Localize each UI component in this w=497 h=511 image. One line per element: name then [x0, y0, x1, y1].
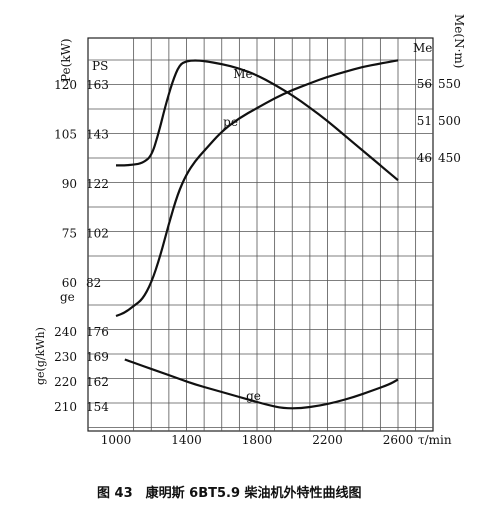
power-kw-tick: 60 — [62, 276, 77, 290]
power-axis-title: Pe(kW) — [59, 38, 73, 82]
x-axis-title: τ/min — [418, 433, 452, 447]
x-tick-label: 1000 — [101, 433, 132, 447]
x-tick-label: 2200 — [312, 433, 343, 447]
me-tick: 56 — [417, 77, 432, 91]
curve-me — [116, 59, 399, 182]
me-axis-header: Me — [413, 41, 432, 55]
x-tick-label: 2600 — [383, 433, 414, 447]
ge-axis-header: ge — [60, 290, 75, 304]
power-ps-tick: 102 — [86, 227, 109, 241]
ge-ps-tick: 169 — [86, 350, 109, 364]
x-tick-label: 1400 — [171, 433, 202, 447]
ge-tick: 220 — [54, 375, 77, 389]
torque-tick: 500 — [438, 114, 461, 128]
series-label-ge: ge — [246, 389, 261, 403]
curve-layer — [115, 59, 399, 410]
me-tick: 51 — [417, 114, 432, 128]
me-tick: 46 — [417, 151, 432, 165]
torque-tick: 450 — [438, 151, 461, 165]
torque-axis-title: Me(N·m) — [452, 14, 466, 68]
power-ps-tick: 122 — [86, 177, 109, 191]
power-kw-tick: 120 — [54, 78, 77, 92]
label-layer: 1000 1400 1800 2200 2600 120 163 105 143 90 122 75 1… — [54, 67, 461, 447]
ge-tick: 240 — [54, 325, 77, 339]
series-label-pe: pe — [223, 115, 238, 129]
curve-ge — [124, 358, 399, 410]
figure-caption: 图 43 康明斯 6BT5.9 柴油机外特性曲线图 — [97, 485, 362, 501]
series-label-me: Me — [233, 67, 252, 81]
x-tick-label: 1800 — [242, 433, 273, 447]
ge-ps-tick: 176 — [86, 325, 109, 339]
power-kw-tick: 90 — [62, 177, 77, 191]
power-ps-tick: 82 — [86, 276, 101, 290]
torque-tick: 550 — [438, 77, 461, 91]
curve-pe — [115, 59, 399, 318]
power-ps-tick: 163 — [86, 78, 109, 92]
ge-ps-tick: 162 — [86, 375, 109, 389]
ge-tick: 230 — [54, 350, 77, 364]
ge-ps-tick: 154 — [86, 400, 109, 414]
ps-axis-header: PS — [92, 59, 108, 73]
power-kw-tick: 75 — [62, 227, 77, 241]
power-ps-tick: 143 — [86, 128, 109, 142]
plot-frame — [87, 37, 434, 432]
grid-layer — [88, 38, 433, 431]
ge-axis-title: ge(g/kWh) — [34, 327, 47, 385]
ge-tick: 210 — [54, 400, 77, 414]
power-kw-tick: 105 — [54, 128, 77, 142]
